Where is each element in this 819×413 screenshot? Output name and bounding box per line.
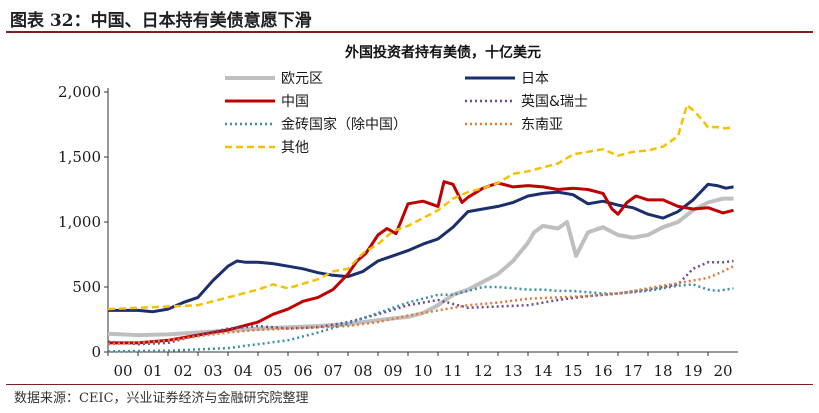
legend-label: 其他	[281, 140, 309, 156]
legend-label: 中国	[281, 94, 309, 110]
series-line-5	[107, 265, 735, 346]
axes: 0 500 1,000 1,500 2,000 00 01 02 03 04 05 06 07 08 09 1…	[58, 83, 738, 380]
y-tick-label: 2,000	[58, 83, 101, 101]
x-tick-label: 20	[713, 362, 732, 380]
line-chart: 外国投资者持有美债，十亿美元 0 500 1,000 1,500 2,000 00 01 02…	[58, 44, 738, 380]
series-line-4	[107, 283, 734, 353]
figure-title: 图表 32：中国、日本持有美债意愿下滑	[10, 11, 312, 31]
x-tick-label: 14	[533, 362, 552, 380]
legend-label: 东南亚	[521, 117, 563, 133]
source-rule	[6, 384, 813, 385]
series-line-1	[108, 182, 734, 314]
x-tick-label: 19	[683, 362, 702, 380]
x-tick-label: 18	[653, 362, 672, 380]
x-tick-label: 17	[623, 362, 642, 380]
x-tick-label: 00	[113, 362, 132, 380]
y-tick-label: 500	[72, 278, 101, 296]
y-tick-label: 1,000	[58, 213, 101, 231]
series-line-2	[108, 180, 734, 345]
x-tick-label: 04	[233, 362, 252, 380]
legend-label: 英国&瑞士	[521, 93, 588, 110]
series-line-0	[107, 196, 734, 338]
x-tick-label: 05	[263, 362, 282, 380]
y-tick-label: 1,500	[58, 148, 101, 166]
x-tick-label: 02	[173, 362, 192, 380]
series-layer	[107, 103, 735, 353]
x-tick-label: 08	[353, 362, 372, 380]
x-tick-label: 13	[503, 362, 522, 380]
title-rule	[6, 31, 813, 33]
chart-title: 外国投资者持有美债，十亿美元	[345, 44, 541, 61]
series-line-6	[107, 103, 734, 311]
x-tick-label: 01	[143, 362, 162, 380]
x-tick-label: 16	[593, 362, 612, 380]
source-note: 数据来源：CEIC，兴业证券经济与金融研究院整理	[14, 391, 309, 406]
x-tick-label: 03	[203, 362, 222, 380]
legend-label: 欧元区	[281, 71, 323, 87]
x-tick-label: 12	[473, 362, 492, 380]
x-tick-label: 09	[383, 362, 402, 380]
y-tick-label: 0	[91, 343, 101, 361]
x-tick-label: 06	[293, 362, 312, 380]
x-tick-label: 11	[443, 362, 462, 380]
x-tick-label: 07	[323, 362, 342, 380]
x-tick-label: 15	[563, 362, 582, 380]
legend-label: 金砖国家（除中国）	[281, 116, 407, 133]
x-tick-label: 10	[413, 362, 432, 380]
legend-label: 日本	[521, 71, 549, 87]
